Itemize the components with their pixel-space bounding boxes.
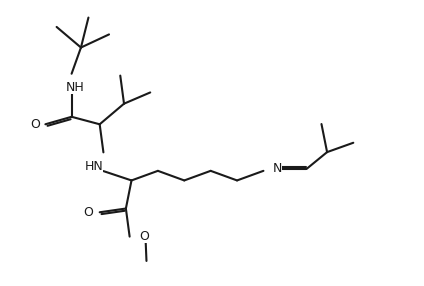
Text: NH: NH [66, 81, 85, 94]
Text: O: O [139, 230, 149, 243]
Text: N: N [273, 162, 282, 176]
Text: O: O [30, 118, 40, 131]
Text: O: O [84, 206, 93, 219]
Text: HN: HN [85, 160, 103, 173]
